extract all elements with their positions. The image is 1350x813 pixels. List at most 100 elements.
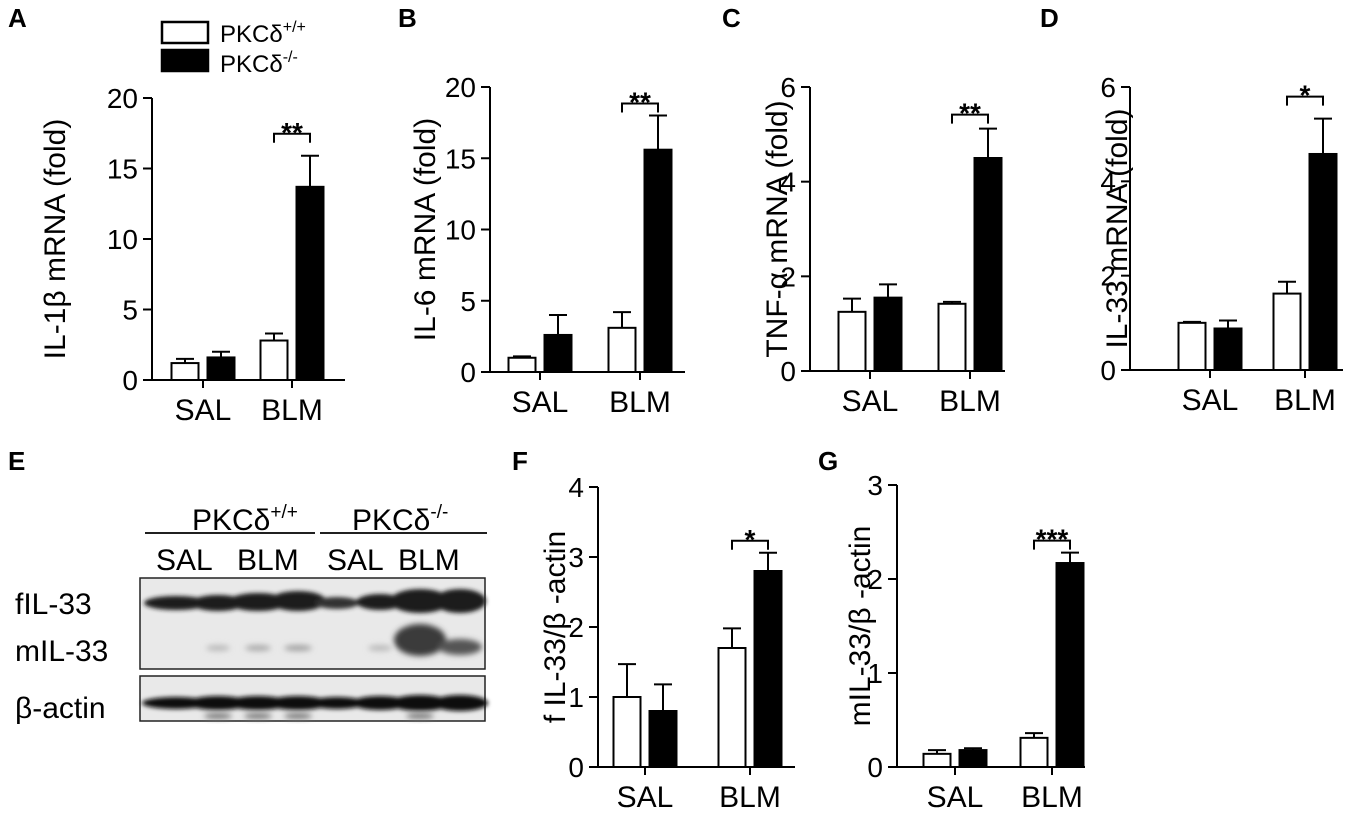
y-tick-label: 4 [568, 472, 584, 503]
y-axis-title: TNF-α mRNA (fold) [761, 100, 794, 357]
panel-letter-a: A [8, 3, 27, 33]
x-category-label: SAL [927, 781, 984, 813]
y-tick-label: 10 [107, 224, 138, 255]
panel-letter-f: F [512, 446, 528, 476]
y-tick-label: 0 [1100, 355, 1116, 386]
significance-bracket [1286, 95, 1324, 106]
chart-panel-il33: 0 2 4 6 SAL BLM IL-33 mRNA (fold) * [1100, 72, 1343, 417]
bar [1213, 327, 1243, 372]
x-category-label: SAL [842, 385, 899, 418]
bar [612, 696, 642, 768]
y-tick-label: 2 [568, 612, 584, 643]
bar [937, 302, 967, 372]
y-tick-label: 3 [568, 542, 584, 573]
blot-bands-fil33 [144, 589, 486, 613]
chart-panel-il6: 0 5 10 15 20 SAL BLM IL-6 mRNA (fold) ** [409, 72, 685, 419]
x-category-label: BLM [939, 385, 1001, 418]
x-category-label: BLM [1021, 781, 1083, 813]
x-category-label: BLM [1274, 384, 1336, 417]
bar [295, 185, 325, 381]
bar [717, 647, 747, 768]
blot-group-label-ko: PKCδ-/- [352, 502, 448, 537]
y-tick-label: 6 [1100, 72, 1116, 103]
y-tick-label: 4 [1100, 166, 1116, 197]
panel-letter-b: B [398, 3, 417, 33]
x-category-label: SAL [617, 781, 674, 813]
legend-swatch-ko [160, 48, 210, 73]
x-category-label: BLM [261, 394, 323, 427]
y-tick-label: 1 [568, 682, 584, 713]
x-category-label: SAL [175, 394, 232, 427]
blot-bands-actin [142, 695, 488, 711]
significance-label: *** [1036, 524, 1069, 555]
y-tick-label: 5 [460, 286, 476, 317]
bar [543, 333, 573, 374]
panel-letter-c: C [722, 3, 741, 33]
y-tick-label: 3 [867, 470, 883, 501]
bar [922, 752, 952, 769]
bar [643, 148, 673, 373]
bar [170, 362, 200, 381]
significance-label: * [745, 524, 756, 555]
y-tick-label: 0 [568, 752, 584, 783]
chart-panel-mil33: 0 1 2 3 SAL BLM mIL-33/β -actin *** [844, 470, 1085, 813]
bar [1272, 292, 1302, 371]
y-axis-title: IL-1β mRNA (fold) [39, 119, 72, 360]
significance-label: ** [959, 98, 981, 129]
blot-lane-label: BLM [398, 544, 460, 577]
y-tick-label: 2 [780, 261, 796, 292]
y-tick-label: 20 [445, 72, 476, 103]
bar [607, 326, 637, 374]
blot-group-label-wt: PKCδ+/+ [192, 502, 298, 537]
bar [507, 356, 537, 373]
bar [648, 710, 678, 768]
western-blot: PKCδ+/+ PKCδ-/- SAL BLM SAL BLM fIL-33 m… [15, 502, 488, 725]
y-tick-label: 15 [445, 143, 476, 174]
panel-letter-e: E [8, 446, 25, 476]
y-axis-title: IL-6 mRNA (fold) [409, 118, 442, 341]
y-tick-label: 0 [780, 356, 796, 387]
x-category-label: SAL [1182, 384, 1239, 417]
y-axis-title: IL-33 mRNA (fold) [1101, 108, 1134, 348]
chart-panel-fil33: 0 1 2 3 4 SAL BLM f IL-33/β -actin * [539, 472, 795, 813]
bar [958, 749, 988, 769]
y-tick-label: 2 [1100, 261, 1116, 292]
blot-bands-mil33 [206, 624, 482, 656]
panel-letter-d: D [1040, 3, 1059, 33]
blot-row-label-actin: β-actin [15, 692, 106, 725]
bar [259, 339, 289, 381]
significance-bracket [273, 132, 311, 143]
significance-bracket [621, 102, 659, 113]
panel-letter-g: G [818, 446, 838, 476]
significance-label: ** [629, 87, 651, 118]
bar [873, 296, 903, 372]
x-category-label: BLM [719, 781, 781, 813]
y-tick-label: 2 [867, 564, 883, 595]
blot-lane-label: BLM [237, 544, 299, 577]
y-tick-label: 20 [107, 83, 138, 114]
x-category-label: BLM [609, 386, 671, 419]
y-tick-label: 15 [107, 154, 138, 185]
bar [1177, 321, 1207, 372]
legend: PKCδ+/+ PKCδ-/- [160, 19, 306, 78]
significance-label: ** [281, 117, 303, 148]
significance-bracket [951, 113, 989, 124]
blot-lane-label: SAL [327, 544, 384, 577]
legend-label-wt: PKCδ+/+ [220, 19, 306, 48]
blot-lane-label: SAL [156, 544, 213, 577]
y-tick-label: 0 [122, 365, 138, 396]
y-tick-label: 0 [460, 357, 476, 388]
y-tick-label: 1 [867, 658, 883, 689]
legend-swatch-wt [160, 20, 210, 45]
chart-panel-tnfa: 0 2 4 6 SAL BLM TNF-α mRNA (fold) ** [761, 72, 1005, 418]
bar [206, 356, 236, 382]
bar [973, 157, 1003, 372]
bar [753, 570, 783, 768]
significance-label: * [1300, 80, 1311, 111]
blot-row-label-fil33: fIL-33 [15, 588, 92, 621]
y-tick-label: 0 [867, 752, 883, 783]
bar [1019, 736, 1049, 768]
bar [1308, 152, 1338, 371]
significance-bracket [1033, 539, 1071, 550]
